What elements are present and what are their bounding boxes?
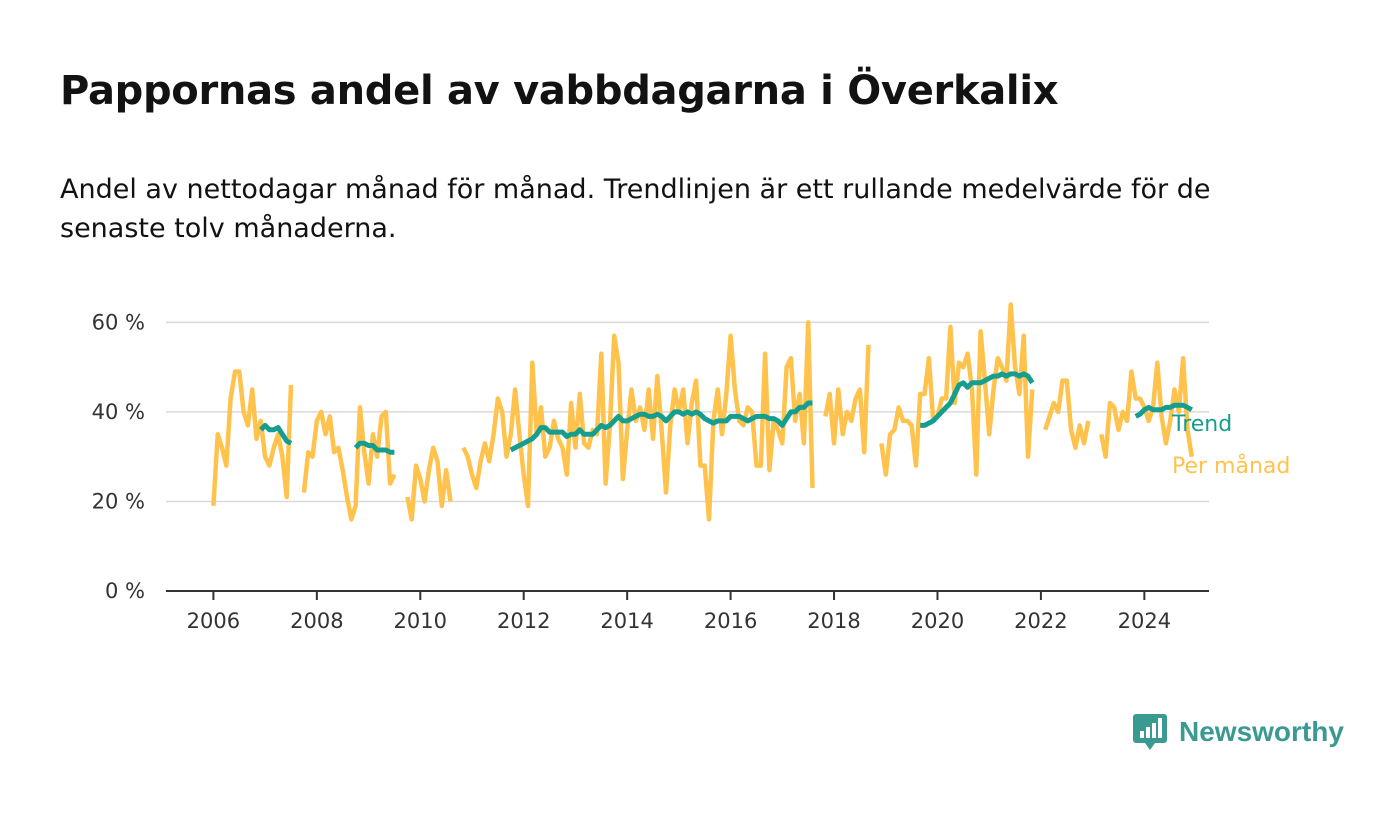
newsworthy-logo: Newsworthy bbox=[1133, 712, 1344, 752]
trend-series-line bbox=[259, 371, 1193, 455]
x-tick-label: 2016 bbox=[704, 609, 757, 633]
chart-title: Pappornas andel av vabbdagarna i Överkal… bbox=[60, 68, 1059, 114]
y-tick-label: 20 % bbox=[92, 489, 145, 513]
x-tick-label: 2022 bbox=[1014, 609, 1067, 633]
x-tick-label: 2018 bbox=[807, 609, 860, 633]
x-tick-label: 2014 bbox=[600, 609, 653, 633]
newsworthy-logo-icon bbox=[1133, 714, 1167, 750]
chart-subtitle: Andel av nettodagar månad för månad. Tre… bbox=[60, 174, 1211, 244]
y-tick-label: 60 % bbox=[92, 310, 145, 334]
line-chart: 0 % 20 % 40 % 60 % 2006 2008 2010 2012 2014 2016 2… bbox=[92, 302, 1290, 633]
y-tick-label: 0 % bbox=[105, 579, 145, 603]
monthly-label: Per månad bbox=[1172, 453, 1290, 479]
y-tick-label: 40 % bbox=[92, 400, 145, 424]
x-tick-label: 2024 bbox=[1118, 609, 1171, 633]
brand-name: Newsworthy bbox=[1179, 716, 1344, 747]
axes: 0 % 20 % 40 % 60 % 2006 2008 2010 2012 2014 2016 2… bbox=[92, 310, 1209, 633]
x-tick-label: 2012 bbox=[497, 609, 550, 633]
series-lines bbox=[211, 302, 1195, 522]
x-tick-label: 2010 bbox=[394, 609, 447, 633]
series-labels: Per månad Trend bbox=[1171, 412, 1290, 479]
x-tick-label: 2006 bbox=[187, 609, 240, 633]
x-tick-label: 2008 bbox=[290, 609, 343, 633]
x-tick-label: 2020 bbox=[911, 609, 964, 633]
trend-label: Trend bbox=[1171, 412, 1232, 437]
